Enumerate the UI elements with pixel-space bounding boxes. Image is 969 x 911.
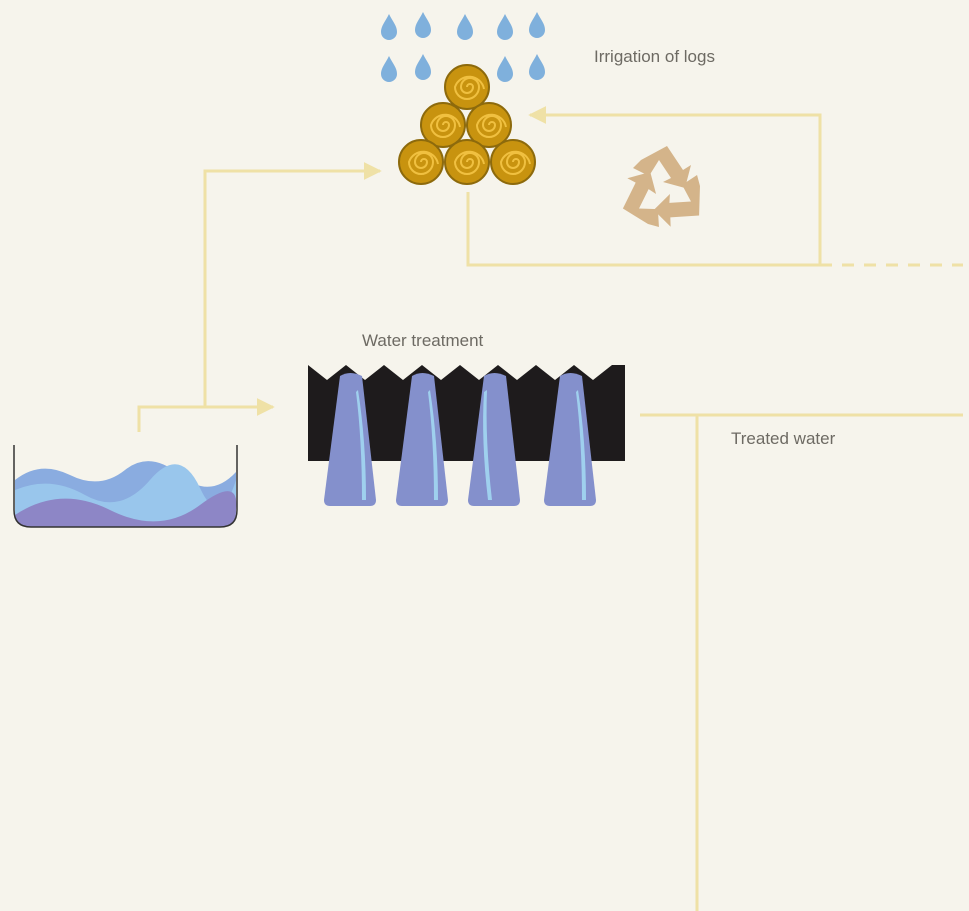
diagram: Irrigation of logs Water treatment Treat…: [0, 0, 969, 911]
flow-lines: [139, 115, 963, 911]
label-treated-water: Treated water: [731, 429, 836, 448]
water-treatment: [308, 365, 625, 506]
label-irrigation: Irrigation of logs: [594, 47, 715, 66]
logs: [399, 65, 535, 184]
label-water-treatment: Water treatment: [362, 331, 484, 350]
recycle-icon: [611, 146, 716, 238]
water-basin: [14, 445, 237, 527]
